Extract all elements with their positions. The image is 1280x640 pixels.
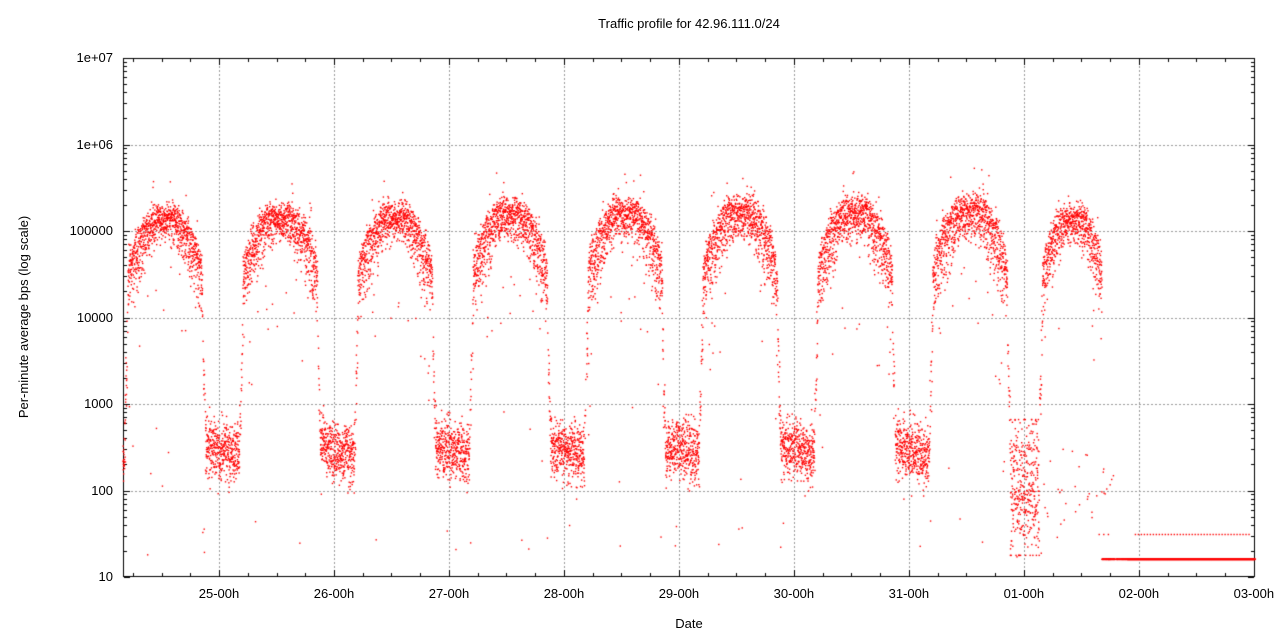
y-tick-label: 1000 (84, 396, 113, 411)
x-tick-label: 03-00h (1233, 586, 1275, 601)
x-tick-label: 27-00h (428, 586, 470, 601)
x-tick-label: 31-00h (888, 586, 930, 601)
x-tick-label: 26-00h (313, 586, 355, 601)
x-tick-label: 29-00h (658, 586, 700, 601)
x-tick-label: 01-00h (1003, 586, 1045, 601)
x-tick-label: 30-00h (773, 586, 815, 601)
y-tick-label: 100000 (69, 223, 113, 238)
x-axis-label: Date (675, 616, 703, 631)
x-tick-label: 02-00h (1118, 586, 1160, 601)
y-tick-label: 1e+07 (76, 50, 113, 65)
y-tick-label: 10 (98, 569, 113, 584)
y-tick-label: 10000 (76, 309, 113, 325)
chart-title: Traffic profile for 42.96.111.0/24 (598, 16, 780, 31)
y-tick-label: 1e+06 (76, 136, 113, 152)
x-tick-label: 25-00h (198, 586, 240, 601)
y-tick-label: 100 (91, 482, 113, 498)
x-tick-label: 28-00h (543, 586, 585, 601)
